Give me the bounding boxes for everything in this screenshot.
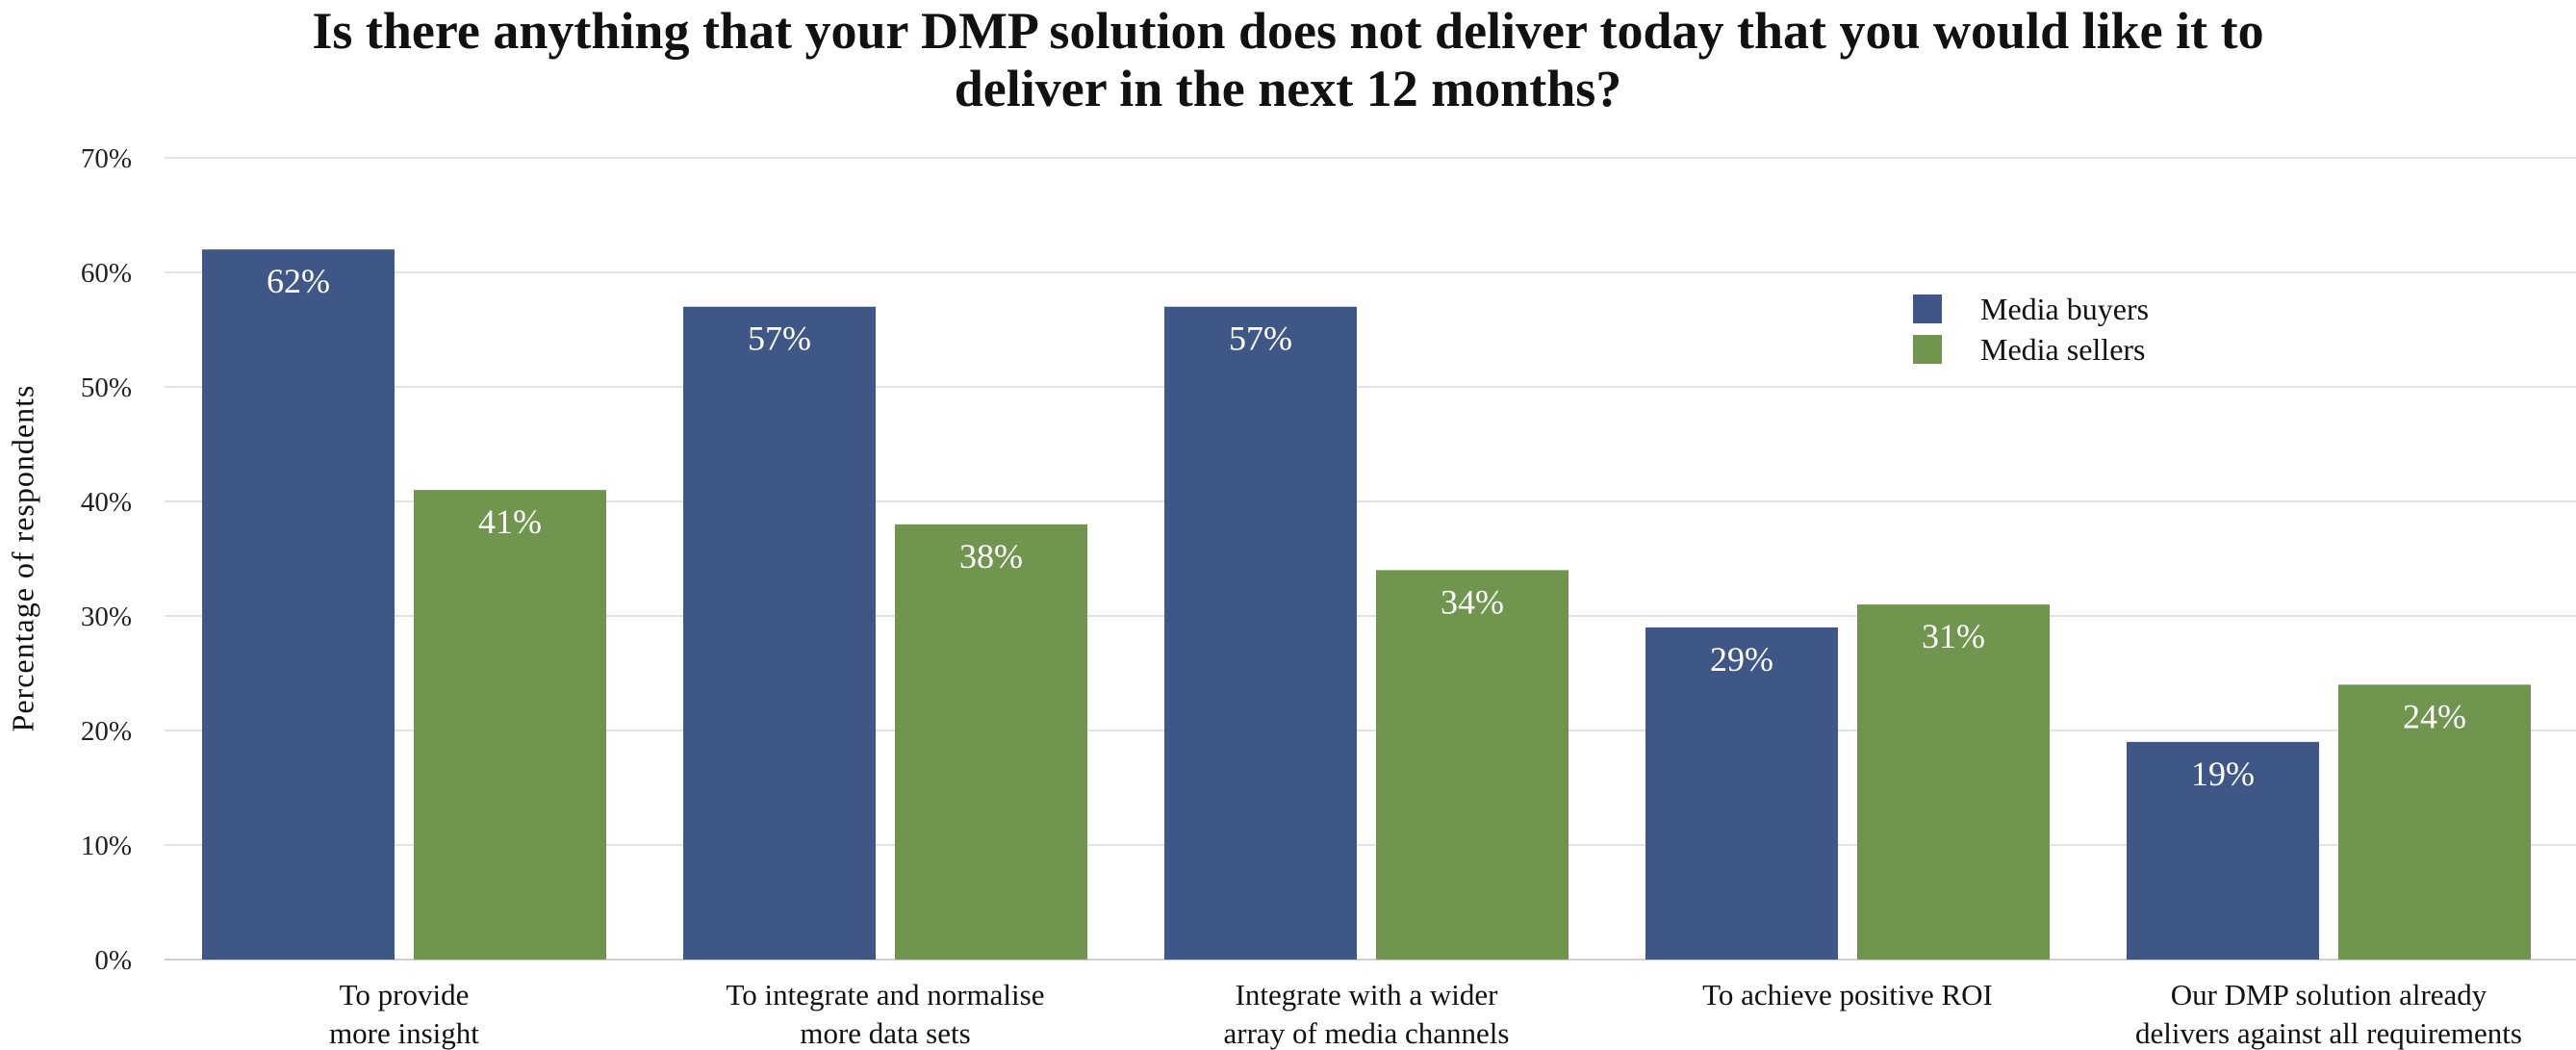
bar-media-sellers — [1857, 604, 2050, 960]
bar-media-buyers — [1164, 306, 1357, 960]
data-label: 57% — [748, 320, 811, 358]
data-label: 62% — [267, 262, 330, 300]
legend-label: Media buyers — [1980, 291, 2150, 326]
x-category-label: To achieve positive ROI — [1702, 978, 1993, 1012]
data-label: 29% — [1710, 640, 1773, 679]
chart-title-line-2: deliver in the next 12 months? — [954, 60, 1622, 117]
bar-media-buyers — [683, 306, 876, 960]
bar-media-buyers — [1645, 627, 1838, 960]
y-tick-label: 60% — [81, 258, 132, 289]
y-tick-label: 30% — [81, 602, 132, 632]
y-tick-label: 50% — [81, 372, 132, 403]
y-tick-label: 10% — [81, 831, 132, 861]
bar-media-sellers — [2338, 684, 2531, 960]
data-label: 31% — [1922, 617, 1985, 655]
y-tick-label: 40% — [81, 487, 132, 518]
data-label: 38% — [959, 537, 1023, 576]
legend-swatch-media-buyers — [1913, 295, 1942, 323]
x-category-label: more data sets — [800, 1016, 970, 1050]
legend-label: Media sellers — [1980, 331, 2146, 367]
x-category-label: delivers against all requirements — [2135, 1016, 2522, 1050]
x-category-label: To provide — [340, 978, 470, 1012]
legend-item-media-sellers: Media sellers — [1913, 329, 2149, 370]
data-label: 19% — [2191, 755, 2255, 793]
x-category-label: array of media channels — [1224, 1016, 1510, 1050]
bar-media-buyers — [202, 249, 395, 960]
x-category-label: To integrate and normalise — [727, 978, 1045, 1012]
bar-media-sellers — [414, 490, 606, 960]
x-category-label: Integrate with a wider — [1236, 978, 1499, 1012]
data-label: 24% — [2403, 697, 2466, 735]
y-tick-label: 70% — [81, 143, 132, 174]
bar-media-buyers — [2127, 741, 2319, 960]
chart-title-line-1: Is there anything that your DMP solution… — [312, 2, 2264, 60]
chart-title: Is there anything that your DMP solution… — [0, 2, 2576, 117]
data-label: 57% — [1229, 320, 1292, 358]
data-label: 34% — [1441, 582, 1504, 621]
legend-swatch-media-sellers — [1913, 335, 1942, 364]
bar-media-sellers — [895, 524, 1087, 960]
data-label: 41% — [478, 502, 542, 541]
x-category-label: Our DMP solution already — [2171, 978, 2487, 1012]
x-category-label: more insight — [329, 1016, 479, 1050]
legend: Media buyers Media sellers — [1913, 289, 2149, 370]
y-tick-label: 20% — [81, 716, 132, 747]
legend-item-media-buyers: Media buyers — [1913, 289, 2149, 329]
y-tick-label: 0% — [94, 945, 132, 976]
bar-media-sellers — [1376, 570, 1569, 960]
